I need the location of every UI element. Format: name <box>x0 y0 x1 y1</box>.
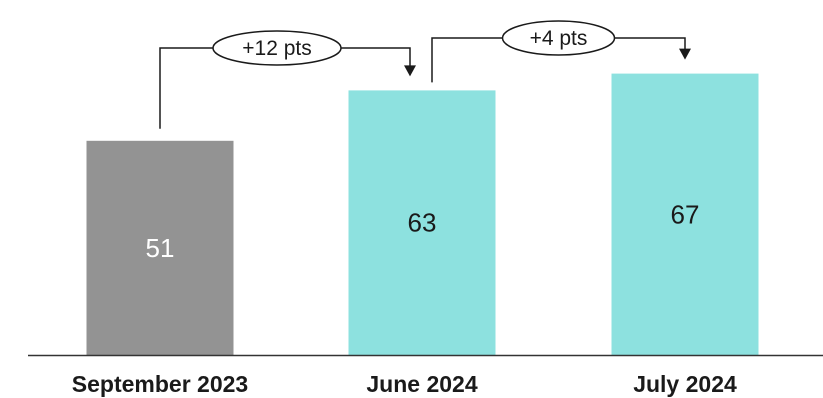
bar-3 <box>611 73 759 355</box>
category-label-1: September 2023 <box>72 371 248 397</box>
change-label-1: +12 pts <box>242 37 311 60</box>
bar-1 <box>86 140 234 355</box>
change-arrowhead-1 <box>404 65 416 77</box>
change-badge-2 <box>501 20 616 56</box>
value-label-1: 51 <box>146 233 175 263</box>
value-label-2: 63 <box>408 208 437 238</box>
category-label-2: June 2024 <box>366 371 477 397</box>
bar-2 <box>348 90 496 356</box>
category-label-3: July 2024 <box>633 371 737 397</box>
value-label-3: 67 <box>671 199 700 229</box>
change-label-2: +4 pts <box>530 27 588 50</box>
change-badge-1 <box>212 30 342 66</box>
change-arrowhead-2 <box>679 48 691 60</box>
